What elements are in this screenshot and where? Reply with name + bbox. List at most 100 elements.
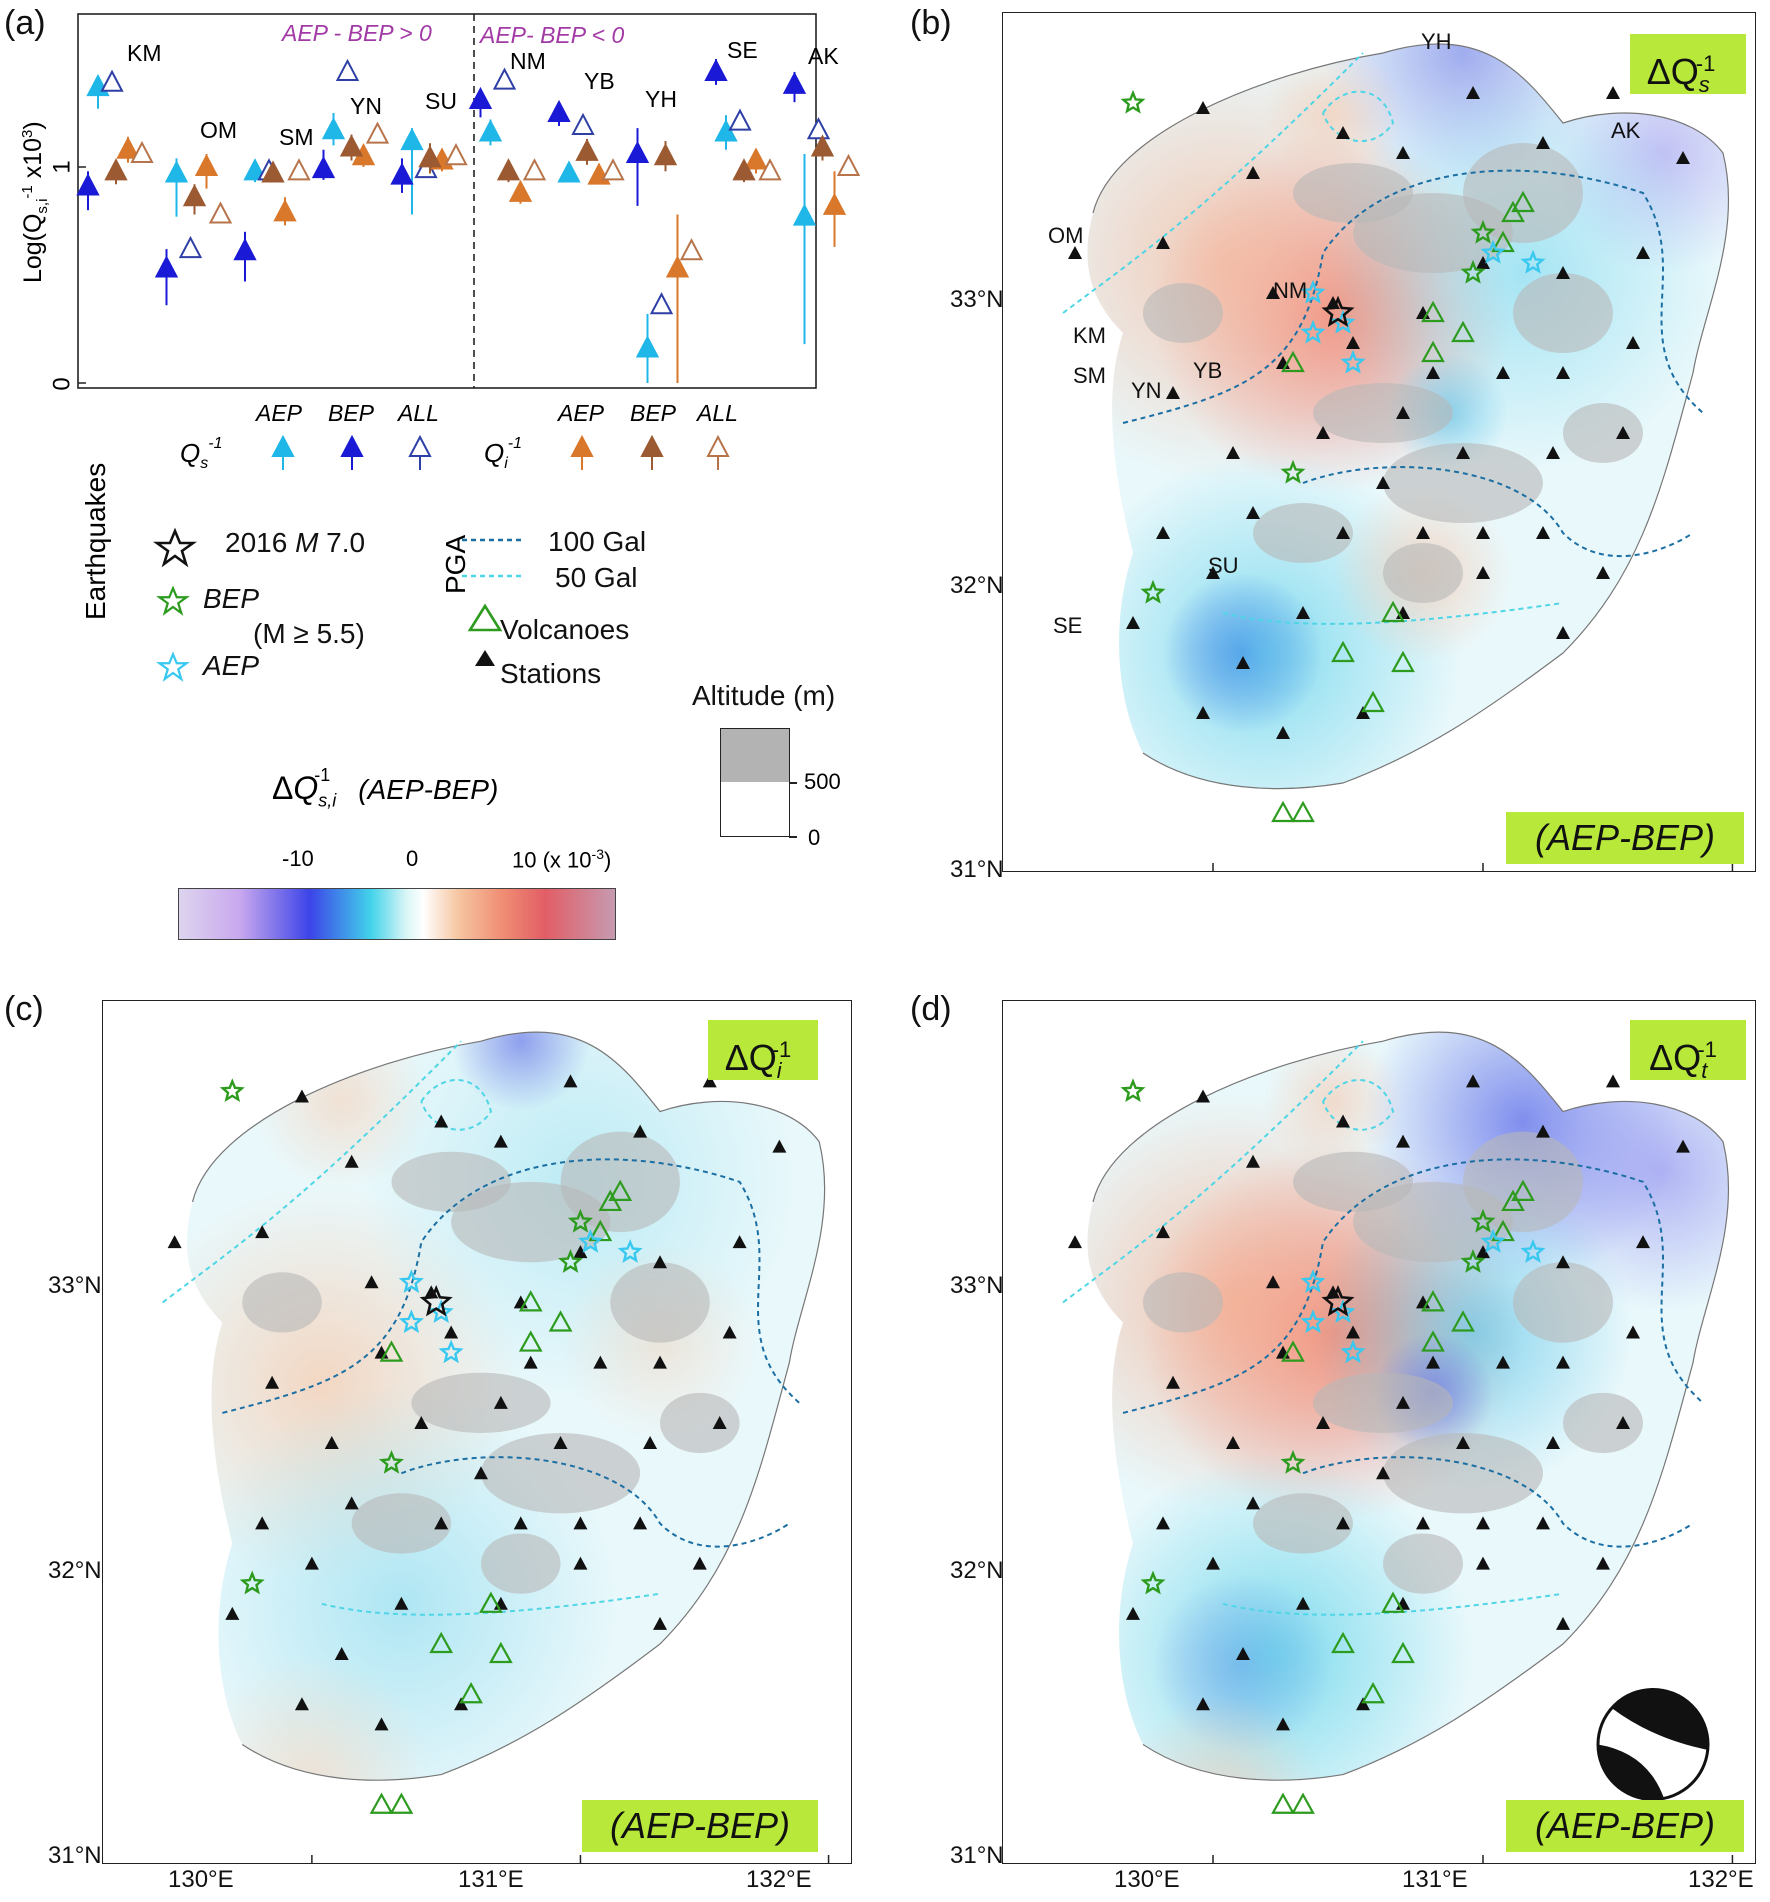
volcano-marker [1421, 340, 1445, 363]
volcano-marker [1381, 600, 1405, 623]
group-label-su: SU [425, 88, 457, 114]
station-marker [1296, 606, 1310, 619]
data-point-qi-1-bep [261, 160, 285, 183]
altitude-patch [1563, 1392, 1643, 1454]
map-c-lon-132: 132°E [746, 1866, 812, 1893]
station-marker [513, 1516, 528, 1530]
data-point-qs-1-bep [390, 162, 414, 185]
volcano-marker [1421, 1290, 1445, 1312]
station-marker [1246, 506, 1260, 519]
focal-mechanism-quadrant [1598, 1744, 1664, 1800]
data-point-qs-1-bep [233, 238, 257, 261]
data-point-qi-1-all [208, 201, 233, 224]
map-c-lat-31: 31°N [48, 1842, 102, 1869]
station-marker [702, 1074, 717, 1088]
station-marker [653, 1255, 668, 1269]
station-marker [1546, 446, 1560, 459]
volcano-marker [429, 1631, 454, 1654]
mainshock-star-icon [153, 527, 197, 568]
altitude-patch [1143, 1272, 1223, 1333]
mainshock-star-marker [419, 1285, 453, 1317]
bep-star-marker [1120, 89, 1146, 114]
map-station-label: KM [1073, 323, 1106, 348]
map-station-label: YB [1193, 358, 1222, 383]
ylabel-sub: s,i [34, 198, 52, 214]
volcano-marker [1281, 350, 1305, 373]
station-marker [712, 1415, 727, 1429]
volcano-marker [1361, 1681, 1385, 1704]
station-marker [1196, 1089, 1210, 1103]
altitude-patch [660, 1392, 740, 1454]
legend-qs-all: ALL [398, 400, 439, 426]
map-b-lat-33: 33°N [950, 286, 1004, 313]
legend-qs-label: Qs -1 [180, 435, 222, 473]
data-point-qs-1-aep [635, 335, 660, 358]
altitude-patch [1313, 1372, 1453, 1434]
legend-bep: BEP [203, 583, 260, 614]
coastline [191, 1031, 826, 1781]
station-marker [1336, 526, 1350, 539]
legend-mainshock-year: 2016 [225, 527, 296, 558]
station-marker [1456, 446, 1470, 459]
map-b-tag-sub: s [1698, 72, 1710, 98]
aep-star-marker [1300, 279, 1326, 304]
station-marker [1396, 146, 1410, 159]
ytick-label-1: 1 [48, 160, 76, 174]
legend-bep-cond: (M ≥ 5.5) [253, 618, 365, 649]
panel-a-legend-marks [271, 434, 730, 470]
data-point-qi-1-aep [508, 179, 533, 202]
map-d-tag: ΔQt-1 [1630, 1020, 1746, 1083]
station-marker [1396, 1134, 1410, 1148]
station-marker [1356, 1697, 1370, 1711]
data-point-qi-1-all [758, 158, 782, 181]
map-c-lat-32: 32°N [48, 1557, 102, 1584]
station-marker [1636, 1235, 1650, 1249]
group-label-yb: YB [584, 68, 615, 94]
map-c [102, 1000, 852, 1864]
station-marker [1246, 166, 1260, 179]
bep-star-marker [1280, 1449, 1306, 1474]
station-marker [334, 1647, 349, 1661]
data-point-qi-1-all [130, 140, 154, 164]
station-marker [1296, 1596, 1310, 1610]
station-marker [304, 1556, 319, 1570]
station-marker [633, 1124, 648, 1138]
data-point-qi-1-all [601, 158, 625, 181]
panel-a-chart [76, 13, 861, 470]
data-point-qs-1-all [492, 67, 517, 90]
heat-blob [560, 1243, 760, 1443]
station-marker [1416, 1516, 1430, 1530]
station-marker [1476, 566, 1490, 579]
legend-qi-sub: i [504, 455, 508, 473]
legend-qi-bep: BEP [630, 400, 677, 426]
station-marker [1276, 1717, 1290, 1731]
aep-star-marker [398, 1269, 424, 1293]
station-marker [1476, 526, 1490, 539]
mainshock-star-marker [1321, 1285, 1355, 1317]
station-marker [167, 1235, 182, 1249]
map-station-label: SM [1073, 363, 1106, 388]
station-marker [653, 1355, 668, 1369]
altitude-low-swatch [720, 782, 790, 837]
legend-pga-100: 100 Gal [548, 526, 647, 557]
station-marker [344, 1154, 359, 1168]
station-marker [1376, 1466, 1390, 1480]
altitude-patch [351, 1493, 452, 1554]
colorbar-tick-10: 10 (x 10-3) [512, 846, 611, 873]
data-point-qi-1-bep [575, 138, 599, 161]
volcano-marker [1391, 1641, 1415, 1664]
plot-frame [77, 13, 817, 389]
station-marker [1396, 406, 1410, 419]
bep-star-marker [1280, 459, 1306, 484]
station-marker [1246, 1154, 1260, 1168]
data-point-qi-1-bep [732, 158, 756, 181]
altitude-patch [480, 1533, 561, 1594]
legend-pga-50: 50 Gal [555, 562, 638, 593]
data-point-qi-1-bep [653, 143, 678, 166]
data-point-qs-1-all [571, 112, 595, 135]
altitude-patch [1563, 403, 1643, 463]
station-marker [772, 1139, 787, 1153]
station-marker [294, 1089, 309, 1103]
aep-star-marker [1480, 239, 1506, 264]
station-marker [1466, 86, 1480, 99]
